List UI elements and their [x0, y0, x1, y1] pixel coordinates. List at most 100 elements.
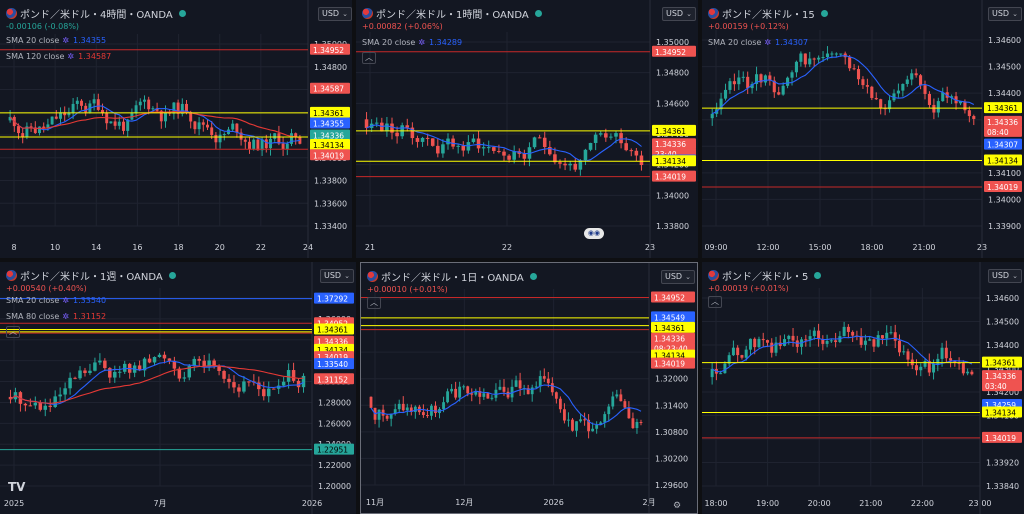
candle-body — [588, 142, 593, 150]
candle-body — [93, 362, 97, 371]
candle-body — [497, 150, 501, 152]
candle-body — [507, 155, 511, 160]
candle-body — [8, 396, 13, 400]
symbol-header[interactable]: ポンド／米ドル・4時間・OANDA — [6, 6, 186, 21]
collapse-indicators-button[interactable]: ︿ — [708, 296, 722, 308]
price-chart-1h[interactable]: 1.350001.348001.346001.344001.342001.340… — [356, 0, 698, 258]
candle-body — [563, 409, 566, 421]
price-tick-label: 1.33840 — [986, 482, 1019, 491]
price-tick-label: 1.34200 — [986, 388, 1019, 397]
time-tick-label: 21 — [365, 243, 375, 252]
symbol-header[interactable]: ポンド／米ドル・1週・OANDA — [6, 268, 176, 283]
price-chart-15m[interactable]: 1.346001.345001.344001.343001.342001.341… — [702, 0, 1024, 258]
price-tick-label: 1.29600 — [655, 481, 688, 490]
candle-body — [932, 363, 936, 373]
price-badge-label: 1.34336 — [987, 118, 1018, 127]
collapse-indicators-button[interactable]: ︿ — [367, 297, 381, 309]
chart-panel-1h[interactable]: 1.350001.348001.346001.344001.342001.340… — [356, 0, 698, 258]
price-chart-4h[interactable]: 1.350001.348001.346001.344001.342001.340… — [0, 0, 352, 258]
candle-body — [262, 389, 266, 397]
candle-body — [575, 421, 578, 431]
currency-select[interactable]: USD ⌄ — [318, 7, 352, 21]
candle-body — [68, 377, 72, 389]
chart-panel-15m[interactable]: 1.346001.345001.344001.343001.342001.341… — [702, 0, 1024, 258]
currency-select[interactable]: USD ⌄ — [662, 7, 696, 21]
chart-settings-icon[interactable]: ⚙ — [673, 501, 682, 511]
candle-body — [603, 414, 607, 423]
indicator-settings-icon[interactable]: ✲ — [62, 296, 70, 305]
candle-body — [212, 360, 216, 366]
candle-body — [426, 415, 429, 417]
price-tick-label: 1.34600 — [656, 99, 689, 108]
candle-body — [478, 391, 482, 397]
indicator-settings-icon[interactable]: ✲ — [418, 38, 426, 47]
chart-panel-1w[interactable]: 1.380001.360001.340001.320001.300001.280… — [0, 262, 356, 514]
currency-select[interactable]: USD ⌄ — [988, 269, 1022, 283]
candle-body — [710, 113, 714, 119]
candle-body — [842, 326, 846, 337]
candle-body — [210, 127, 214, 135]
candle-body — [113, 371, 117, 378]
chart-panel-1d[interactable]: 1.345201.337601.330001.320001.314001.308… — [360, 262, 698, 514]
candle-body — [949, 358, 953, 361]
price-badge — [310, 129, 350, 141]
currency-select[interactable]: USD ⌄ — [320, 269, 354, 283]
candle-body — [825, 53, 830, 58]
candle-body — [486, 147, 491, 149]
currency-select[interactable]: USD ⌄ — [988, 7, 1022, 21]
indicator-sma20[interactable]: SMA 20 close ✲ 1.34307 — [708, 38, 809, 47]
indicator-sma20[interactable]: SMA 20 close ✲ 1.34289 — [362, 38, 463, 47]
price-badge-label: 1.34019 — [987, 183, 1018, 192]
symbol-header[interactable]: ポンド／米ドル・1時間・OANDA — [362, 6, 542, 21]
symbol-header[interactable]: ポンド／米ドル・15 — [708, 6, 828, 21]
tradingview-logo[interactable]: TV — [8, 480, 26, 494]
price-badge — [652, 170, 696, 182]
candle-body — [490, 397, 494, 399]
candle-body — [33, 402, 38, 406]
price-chart-5m[interactable]: 1.34600 1.34500 1.34400 1.34300 1.34200 1.341… — [702, 262, 1024, 514]
sma-line — [366, 124, 642, 162]
indicator-settings-icon[interactable]: ✲ — [62, 312, 70, 321]
candle-body — [96, 99, 100, 110]
candle-body — [940, 347, 944, 359]
price-badge — [651, 321, 695, 333]
candle-body — [71, 103, 75, 113]
indicator-settings-icon[interactable]: ✲ — [764, 38, 772, 47]
symbol-header[interactable]: ポンド／米ドル・1日・OANDA — [367, 269, 537, 284]
indicator-sma80[interactable]: SMA 80 close ✲ 1.31152 — [6, 312, 107, 321]
candle-body — [442, 402, 445, 410]
candle-body — [92, 99, 96, 104]
candle-body — [137, 365, 142, 371]
candle-body — [172, 102, 176, 114]
chart-panel-5m[interactable]: 1.34600 1.34500 1.34400 1.34300 1.34200 1.341… — [702, 262, 1024, 514]
currency-select[interactable]: USD ⌄ — [661, 270, 695, 284]
price-chart-1d[interactable]: 1.345201.337601.330001.320001.314001.308… — [361, 263, 697, 513]
price-tick-label: 1.34400 — [988, 89, 1021, 98]
chevron-down-icon: ⌄ — [1012, 10, 1018, 18]
time-tick-label: 20 — [215, 243, 225, 252]
candle-body — [744, 349, 748, 358]
indicator-sma20[interactable]: SMA 20 close ✲ 1.33540 — [6, 296, 107, 305]
gbp-usd-flag-icon — [367, 271, 378, 282]
indicator-sma20[interactable]: SMA 20 close ✲ 1.34355 — [6, 36, 107, 45]
candle-body — [167, 358, 172, 361]
economic-event-icon[interactable]: ◉◉ — [584, 228, 604, 239]
price-badge-label: 08:23:40 — [654, 345, 688, 354]
candle-body — [147, 358, 152, 363]
symbol-header[interactable]: ポンド／米ドル・5 — [708, 268, 822, 283]
price-chart-1w[interactable]: 1.380001.360001.340001.320001.300001.280… — [0, 262, 356, 514]
candle-body — [377, 409, 381, 420]
candle-body — [839, 53, 843, 55]
collapse-indicators-button[interactable]: ︿ — [6, 326, 20, 338]
price-tick-label: 1.34800 — [656, 69, 689, 78]
collapse-indicators-button[interactable]: ︿ — [362, 52, 376, 64]
chart-panel-4h[interactable]: 1.350001.348001.346001.344001.342001.340… — [0, 0, 352, 258]
indicator-settings-icon[interactable]: ✲ — [67, 52, 75, 61]
indicator-settings-icon[interactable]: ✲ — [62, 36, 70, 45]
candle-body — [162, 354, 167, 359]
indicator-sma120[interactable]: SMA 120 close ✲ 1.34587 — [6, 52, 112, 61]
candle-body — [825, 340, 829, 344]
candle-body — [746, 76, 750, 89]
candle-body — [634, 150, 639, 156]
candle-body — [176, 102, 180, 114]
